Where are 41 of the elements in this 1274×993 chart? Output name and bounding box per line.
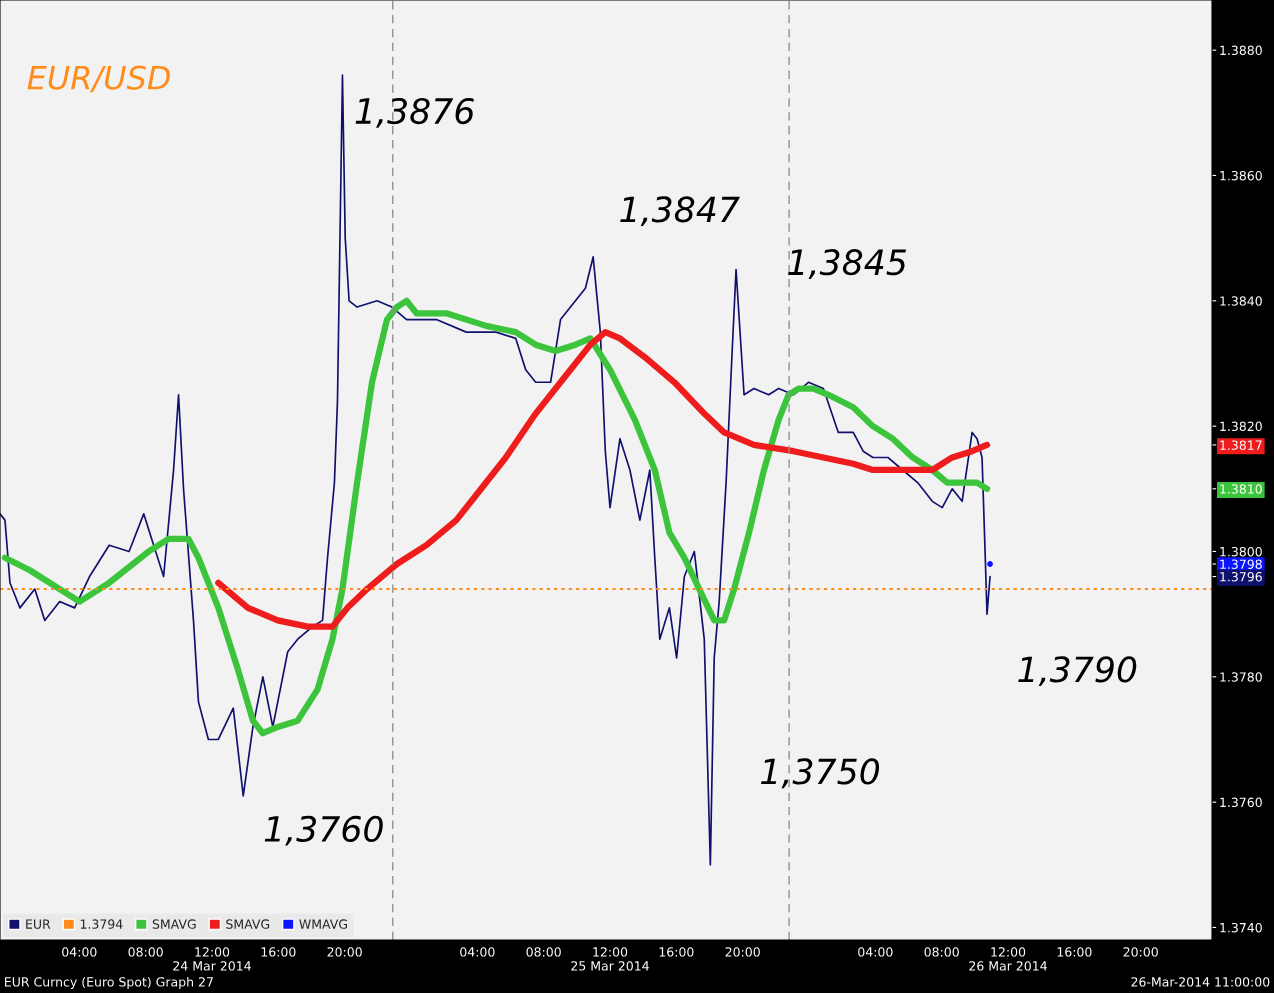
y-tick-label: 1.3820	[1220, 421, 1262, 432]
x-tick-label: 20:00	[327, 947, 362, 957]
text: EUR/USD	[27, 65, 170, 93]
annotation: 1,3790	[1018, 656, 1137, 687]
annotation: 1,3847	[620, 196, 740, 227]
x-tick-label: 20:00	[1123, 947, 1158, 957]
y-tick-label: 1.3800	[1220, 546, 1262, 557]
legend-label: 1.3794	[80, 919, 123, 929]
y-tick-label: 1.3880	[1220, 45, 1262, 56]
annotation: 1,3876	[355, 97, 474, 128]
text: 26-Mar-2014 11:00:00	[1131, 977, 1270, 987]
x-tick-label: 04:00	[858, 947, 893, 957]
annotation: 1,3760	[264, 815, 383, 846]
x-tick-label: 04:00	[460, 947, 495, 957]
x-tick-label: 12:00 26 Mar 2014	[969, 947, 1047, 971]
y-tick-label: 1.3810	[1220, 484, 1262, 494]
x-tick-label: 16:00	[261, 947, 296, 957]
x-tick-label: 08:00	[924, 947, 959, 957]
y-tick-label: 1.3860	[1220, 170, 1262, 181]
x-tick-label: 20:00	[725, 947, 760, 957]
x-tick-label: 16:00	[659, 947, 694, 957]
x-tick-label: 12:00 24 Mar 2014	[173, 947, 251, 971]
legend-label: EUR	[26, 919, 51, 929]
x-tick-label: 08:00	[526, 947, 561, 957]
legend-label: SMAVG	[226, 919, 270, 929]
annotation: 1,3845	[788, 249, 906, 279]
x-tick-label: 04:00	[62, 947, 97, 957]
x-tick-label: 12:00 25 Mar 2014	[571, 947, 649, 971]
y-tick-label: 1.3840	[1220, 296, 1262, 306]
text: EUR Curncy (Euro Spot) Graph 27	[5, 976, 213, 990]
annotation: 1,3750	[761, 758, 880, 789]
legend-label: WMAVG	[299, 919, 347, 929]
y-tick-label: 1.3798	[1220, 559, 1262, 569]
y-tick-label: 1.3760	[1220, 797, 1262, 808]
x-tick-label: 16:00	[1057, 947, 1092, 957]
y-tick-label: 1.3796	[1220, 572, 1262, 582]
y-tick-label: 1.3740	[1220, 922, 1262, 933]
y-tick-label: 1.3817	[1220, 440, 1262, 450]
x-tick-label: 08:00	[128, 947, 163, 957]
legend-label: SMAVG	[152, 919, 196, 929]
y-tick-label: 1.3780	[1220, 672, 1262, 682]
